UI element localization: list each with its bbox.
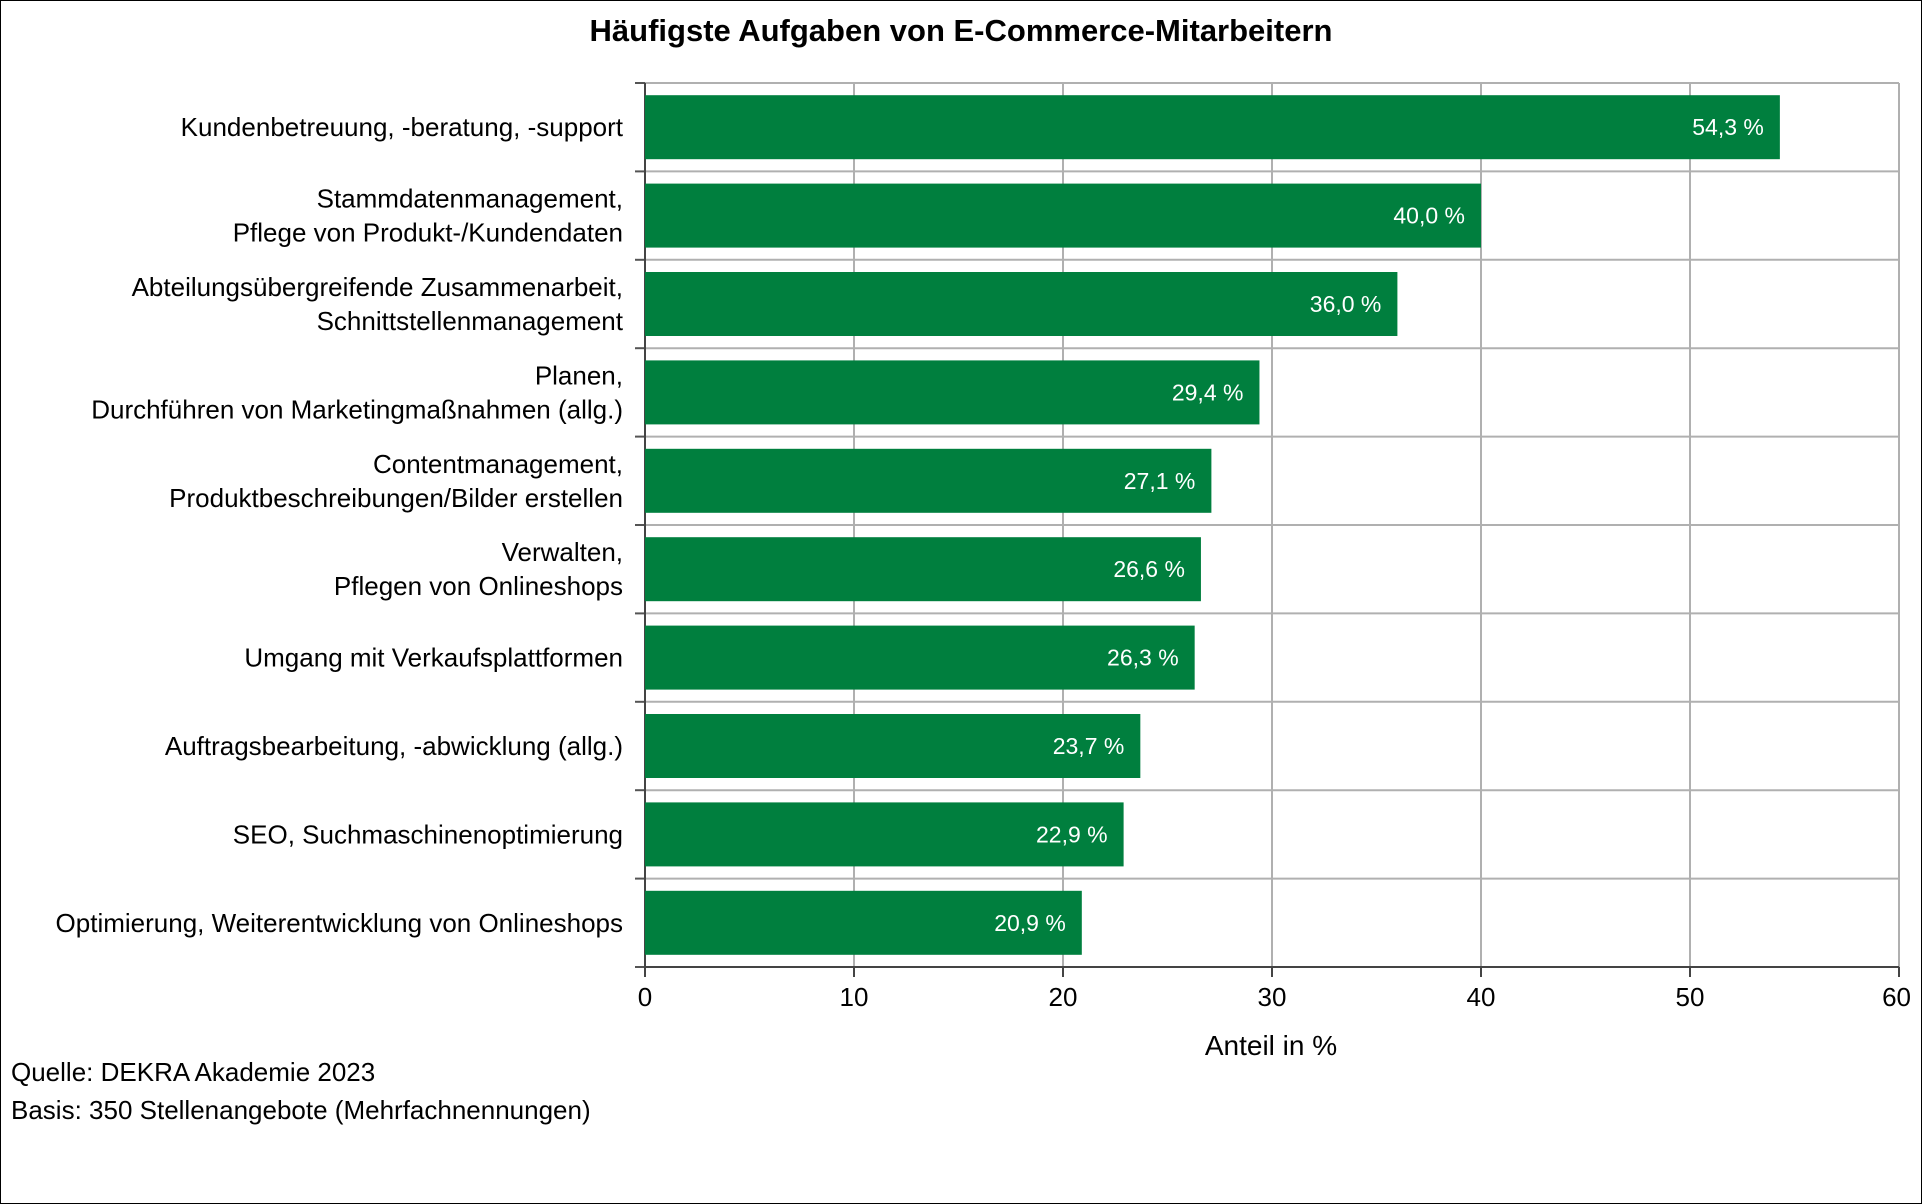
data-label-6: 26,3 % (1107, 645, 1179, 671)
bar-3 (645, 360, 1260, 425)
x-tick-label-0: 0 (638, 982, 652, 1012)
category-label-3: Planen, Durchführen von Marketingmaßnahme… (91, 360, 623, 424)
bar-2 (645, 272, 1398, 336)
bar-7 (645, 714, 1141, 778)
category-label-9: Optimierung, Weiterentwicklung von Onlin… (56, 908, 623, 938)
x-tick-label-1: 10 (840, 982, 869, 1012)
category-label-2: Abteilungsübergreifende Zusammenarbeit, S… (132, 272, 624, 336)
bar-5 (645, 537, 1201, 602)
category-label-5: Verwalten, Pflegen von Onlineshops (334, 537, 623, 601)
bar-4 (645, 448, 1212, 513)
source-note: Quelle: DEKRA Akademie 2023 (11, 1057, 375, 1087)
data-label-8: 22,9 % (1036, 821, 1108, 847)
x-tick-label-6: 60 (1882, 982, 1911, 1012)
data-label-9: 20,9 % (994, 910, 1066, 936)
data-label-4: 27,1 % (1124, 468, 1196, 494)
basis-note: Basis: 350 Stellenangebote (Mehrfachnenn… (11, 1095, 591, 1125)
chart-title: Häufigste Aufgaben von E-Commerce-Mitarb… (590, 13, 1333, 48)
category-label-4: Contentmanagement, Produktbeschreibungen/… (169, 449, 623, 513)
category-label-7: Auftragsbearbeitung, -abwicklung (allg.) (165, 731, 623, 761)
bar-0 (645, 95, 1780, 160)
data-label-3: 29,4 % (1172, 379, 1244, 405)
bars-group: 54,3 % 40,0 % 36,0 % 29,4 % 27,1 % 26,6 % 26,3… (645, 95, 1780, 955)
x-tick-label-5: 50 (1676, 982, 1705, 1012)
x-tick-label-2: 20 (1049, 982, 1078, 1012)
category-label-8: SEO, Suchmaschinenoptimierung (233, 819, 623, 849)
x-axis-label: Anteil in % (1205, 1030, 1337, 1061)
data-label-5: 26,6 % (1113, 556, 1185, 582)
category-label-1: Stammdatenmanagement, Pflege von Produkt-… (233, 184, 623, 248)
category-label-0: Kundenbetreuung, -beratung, -support (181, 112, 624, 142)
x-tick-label-4: 40 (1467, 982, 1496, 1012)
data-label-2: 36,0 % (1310, 291, 1382, 317)
bar-9 (645, 890, 1082, 955)
x-axis-ticks: 0 10 20 30 40 50 60 (638, 967, 1911, 1012)
data-label-1: 40,0 % (1393, 203, 1465, 229)
data-label-0: 54,3 % (1692, 114, 1764, 140)
category-labels: Kundenbetreuung, -beratung, -support Stam… (56, 112, 624, 938)
x-tick-label-3: 30 (1258, 982, 1287, 1012)
bar-1 (645, 183, 1481, 248)
bar-8 (645, 802, 1124, 867)
bar-6 (645, 625, 1195, 690)
category-label-6: Umgang mit Verkaufsplattformen (244, 643, 623, 673)
data-label-7: 23,7 % (1053, 733, 1125, 759)
